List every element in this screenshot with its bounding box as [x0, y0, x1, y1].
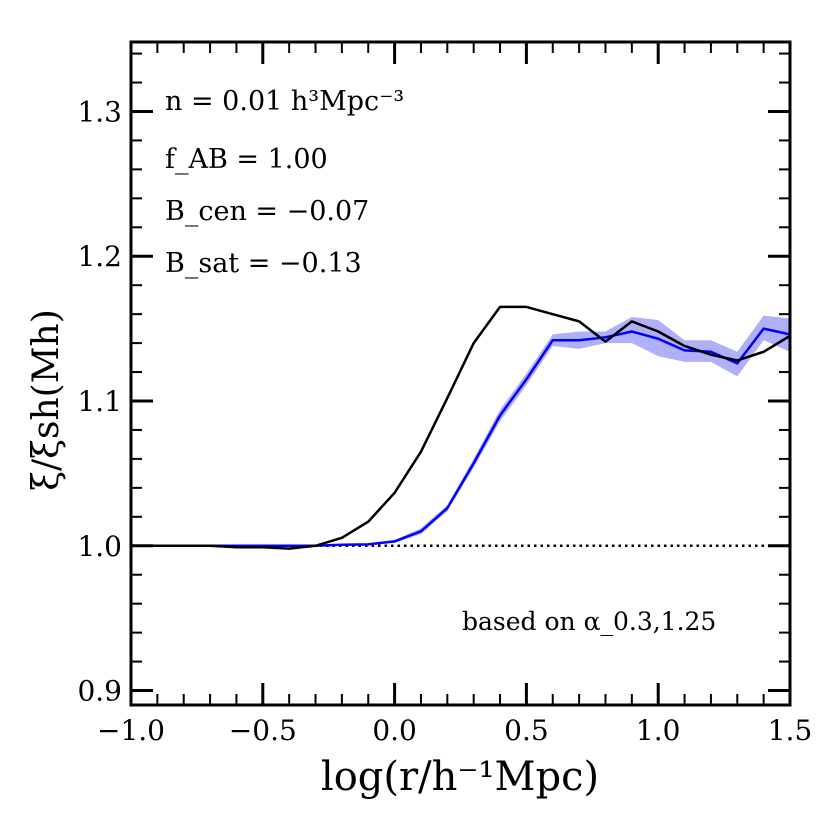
- annotation-density: n = 0.01 h³Mpc⁻³: [165, 86, 404, 117]
- annotation-fab: f_AB = 1.00: [165, 144, 328, 175]
- x-tick-label: −0.5: [229, 714, 297, 747]
- y-axis-label: ξ/ξsh(Mh): [26, 309, 67, 491]
- x-tick-label: 0.5: [504, 714, 549, 747]
- x-axis-label: log(r/h⁻¹Mpc): [321, 754, 599, 800]
- x-tick-label: 0.0: [372, 714, 417, 747]
- x-tick-label: 1.0: [636, 714, 681, 747]
- annotation-based-on: based on α_0.3,1.25: [462, 607, 716, 636]
- tick-labels: −1.0 −0.5 0.0 0.5 1.0 1.5 0.9 1.0 1.1 1.2 1.3: [77, 95, 812, 747]
- y-tick-label: 1.0: [77, 530, 122, 563]
- axis-ticks: [129, 42, 792, 705]
- x-tick-label: −1.0: [97, 714, 165, 747]
- y-tick-label: 1.2: [77, 240, 122, 273]
- black-series-line: [131, 305, 790, 550]
- blue-series-line: [131, 327, 790, 548]
- annotation-bsat: B_sat = −0.13: [165, 248, 362, 279]
- annotation-bcen: B_cen = −0.07: [165, 196, 369, 227]
- plot-frame: [129, 40, 792, 707]
- y-tick-label: 0.9: [77, 675, 122, 708]
- y-tick-label: 1.1: [77, 385, 122, 418]
- x-tick-label: 1.5: [768, 714, 813, 747]
- y-tick-label: 1.3: [77, 95, 122, 128]
- plot-area: [131, 305, 790, 550]
